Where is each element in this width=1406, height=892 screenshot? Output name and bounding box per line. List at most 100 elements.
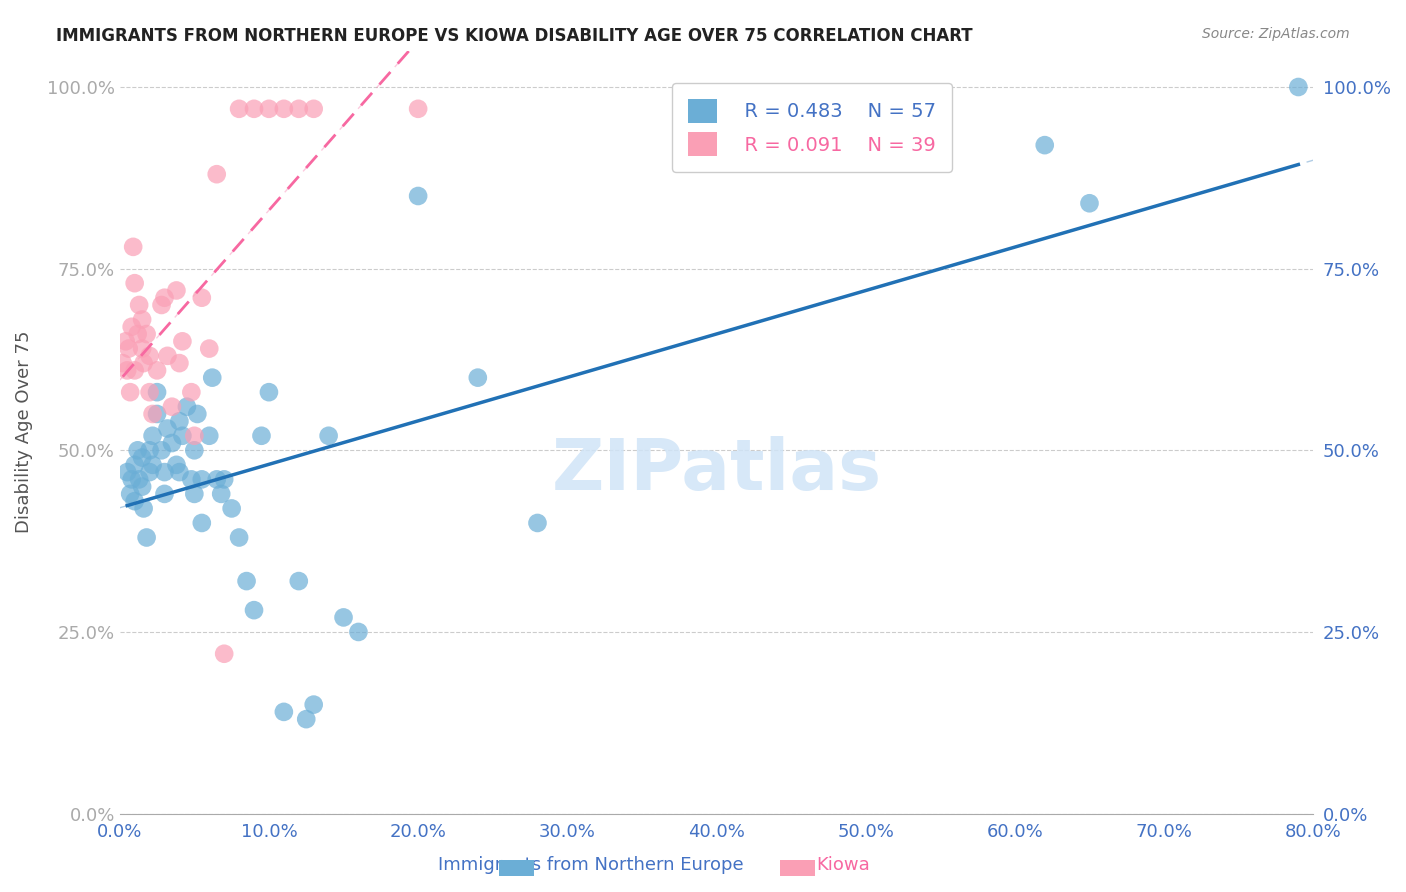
Point	[1033, 138, 1056, 153]
Point	[142, 429, 165, 443]
Point	[138, 465, 160, 479]
Point	[127, 443, 149, 458]
Text: Immigrants from Northern Europe: Immigrants from Northern Europe	[437, 856, 744, 874]
Point	[153, 487, 176, 501]
Point	[169, 414, 191, 428]
Point	[132, 501, 155, 516]
Point	[212, 647, 235, 661]
Point	[288, 102, 311, 116]
Point	[165, 284, 187, 298]
Point	[120, 487, 142, 501]
Point	[153, 291, 176, 305]
Point	[115, 465, 138, 479]
Legend:   R = 0.483    N = 57,   R = 0.091    N = 39: R = 0.483 N = 57, R = 0.091 N = 39	[672, 83, 952, 171]
Point	[1286, 80, 1309, 95]
Point	[205, 472, 228, 486]
Point	[176, 400, 198, 414]
Point	[191, 516, 214, 530]
Point	[273, 705, 295, 719]
Point	[183, 443, 205, 458]
Point	[250, 429, 273, 443]
Point	[135, 531, 157, 545]
Point	[160, 400, 183, 414]
Point	[127, 326, 149, 341]
Point	[115, 363, 138, 377]
Point	[191, 291, 214, 305]
Point	[138, 443, 160, 458]
Point	[406, 102, 429, 116]
Point	[302, 698, 325, 712]
Y-axis label: Disability Age Over 75: Disability Age Over 75	[15, 331, 32, 533]
Point	[191, 472, 214, 486]
Point	[243, 102, 266, 116]
Point	[128, 472, 150, 486]
Point	[332, 610, 354, 624]
Point	[288, 574, 311, 588]
Point	[160, 436, 183, 450]
Point	[114, 334, 136, 349]
Point	[132, 356, 155, 370]
Point	[120, 385, 142, 400]
Point	[228, 102, 250, 116]
Point	[146, 385, 169, 400]
Point	[467, 370, 489, 384]
Point	[221, 501, 243, 516]
Point	[124, 276, 146, 290]
Point	[180, 385, 202, 400]
Text: IMMIGRANTS FROM NORTHERN EUROPE VS KIOWA DISABILITY AGE OVER 75 CORRELATION CHAR: IMMIGRANTS FROM NORTHERN EUROPE VS KIOWA…	[56, 27, 973, 45]
Point	[318, 429, 340, 443]
Point	[209, 487, 232, 501]
Point	[1078, 196, 1101, 211]
Point	[150, 443, 173, 458]
Point	[146, 407, 169, 421]
Point	[212, 472, 235, 486]
Text: ZIPatlas: ZIPatlas	[551, 436, 882, 505]
Point	[138, 349, 160, 363]
Point	[138, 385, 160, 400]
Point	[406, 189, 429, 203]
Point	[257, 102, 280, 116]
Point	[186, 407, 208, 421]
Point	[172, 429, 194, 443]
Point	[131, 312, 153, 326]
Point	[111, 356, 134, 370]
Point	[198, 429, 221, 443]
Point	[201, 370, 224, 384]
Point	[180, 472, 202, 486]
Point	[172, 334, 194, 349]
Point	[235, 574, 257, 588]
Point	[142, 407, 165, 421]
Point	[156, 421, 179, 435]
Text: Source: ZipAtlas.com: Source: ZipAtlas.com	[1202, 27, 1350, 41]
Point	[121, 319, 143, 334]
Point	[124, 458, 146, 472]
Point	[169, 465, 191, 479]
Point	[122, 240, 145, 254]
Text: Kiowa: Kiowa	[817, 856, 870, 874]
Point	[156, 349, 179, 363]
Point	[124, 494, 146, 508]
Point	[153, 465, 176, 479]
Point	[131, 450, 153, 465]
Point	[165, 458, 187, 472]
Point	[273, 102, 295, 116]
Point	[150, 298, 173, 312]
Point	[257, 385, 280, 400]
Point	[128, 298, 150, 312]
Point	[243, 603, 266, 617]
Point	[135, 326, 157, 341]
Point	[124, 363, 146, 377]
Point	[295, 712, 318, 726]
Point	[131, 480, 153, 494]
Point	[228, 531, 250, 545]
Point	[183, 429, 205, 443]
Point	[302, 102, 325, 116]
Point	[183, 487, 205, 501]
Point	[169, 356, 191, 370]
Point	[131, 342, 153, 356]
Point	[142, 458, 165, 472]
Point	[118, 342, 141, 356]
Point	[347, 624, 370, 639]
Point	[121, 472, 143, 486]
Point	[205, 167, 228, 181]
